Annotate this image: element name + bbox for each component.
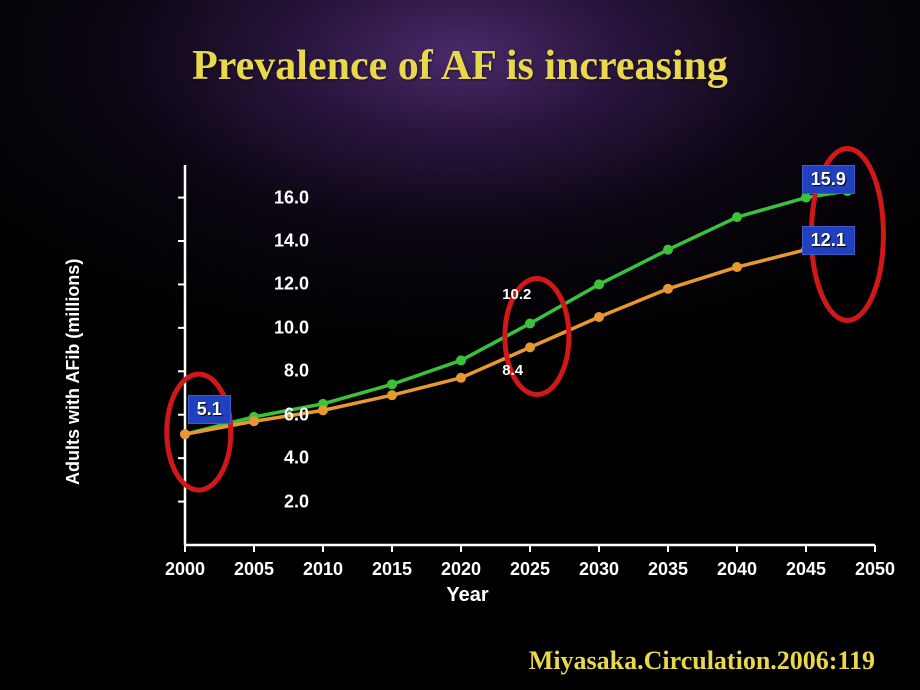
chart-title: Prevalence of AF is increasing bbox=[0, 42, 920, 90]
callout-1: 15.9 bbox=[802, 165, 855, 194]
y-tick-label: 4.0 bbox=[284, 448, 309, 469]
chart-container: Adults with AFib (millions) 2.0 4.0 6.0 8.0… bbox=[55, 155, 880, 595]
x-tick-label: 2015 bbox=[372, 559, 412, 580]
plot-area: 2.04.06.08.010.012.014.016.0200020052010… bbox=[185, 165, 875, 545]
y-tick-label: 8.0 bbox=[284, 361, 309, 382]
callout-0: 5.1 bbox=[188, 395, 231, 424]
marker-lower bbox=[249, 416, 259, 426]
citation-text: Miyasaka.Circulation.2006:119 bbox=[529, 646, 875, 676]
inline-label-0: 10.2 bbox=[502, 286, 531, 303]
x-tick-label: 2025 bbox=[510, 559, 550, 580]
marker-upper bbox=[594, 279, 604, 289]
y-tick-label: 12.0 bbox=[274, 274, 309, 295]
x-tick-label: 2035 bbox=[648, 559, 688, 580]
y-axis-label: Adults with AFib (millions) bbox=[63, 259, 84, 485]
x-tick-label: 2010 bbox=[303, 559, 343, 580]
marker-lower bbox=[525, 342, 535, 352]
marker-lower bbox=[594, 312, 604, 322]
x-axis-label: Year bbox=[446, 584, 488, 607]
marker-lower bbox=[387, 390, 397, 400]
marker-lower bbox=[456, 373, 466, 383]
marker-upper bbox=[732, 212, 742, 222]
series-upper bbox=[185, 191, 847, 434]
x-tick-label: 2020 bbox=[441, 559, 481, 580]
marker-upper bbox=[387, 379, 397, 389]
marker-upper bbox=[663, 245, 673, 255]
y-tick-label: 16.0 bbox=[274, 187, 309, 208]
x-tick-label: 2040 bbox=[717, 559, 757, 580]
callout-2: 12.1 bbox=[802, 226, 855, 255]
y-tick-label: 14.0 bbox=[274, 231, 309, 252]
x-tick-label: 2030 bbox=[579, 559, 619, 580]
marker-upper bbox=[525, 319, 535, 329]
y-tick-label: 6.0 bbox=[284, 404, 309, 425]
marker-upper bbox=[801, 193, 811, 203]
inline-label-1: 8.4 bbox=[502, 362, 523, 379]
x-tick-label: 2045 bbox=[786, 559, 826, 580]
marker-lower bbox=[732, 262, 742, 272]
marker-lower bbox=[663, 284, 673, 294]
x-tick-label: 2050 bbox=[855, 559, 895, 580]
y-tick-label: 10.0 bbox=[274, 317, 309, 338]
marker-upper bbox=[456, 355, 466, 365]
marker-lower bbox=[180, 429, 190, 439]
x-tick-label: 2005 bbox=[234, 559, 274, 580]
y-tick-label: 2.0 bbox=[284, 491, 309, 512]
marker-lower bbox=[318, 405, 328, 415]
x-tick-label: 2000 bbox=[165, 559, 205, 580]
